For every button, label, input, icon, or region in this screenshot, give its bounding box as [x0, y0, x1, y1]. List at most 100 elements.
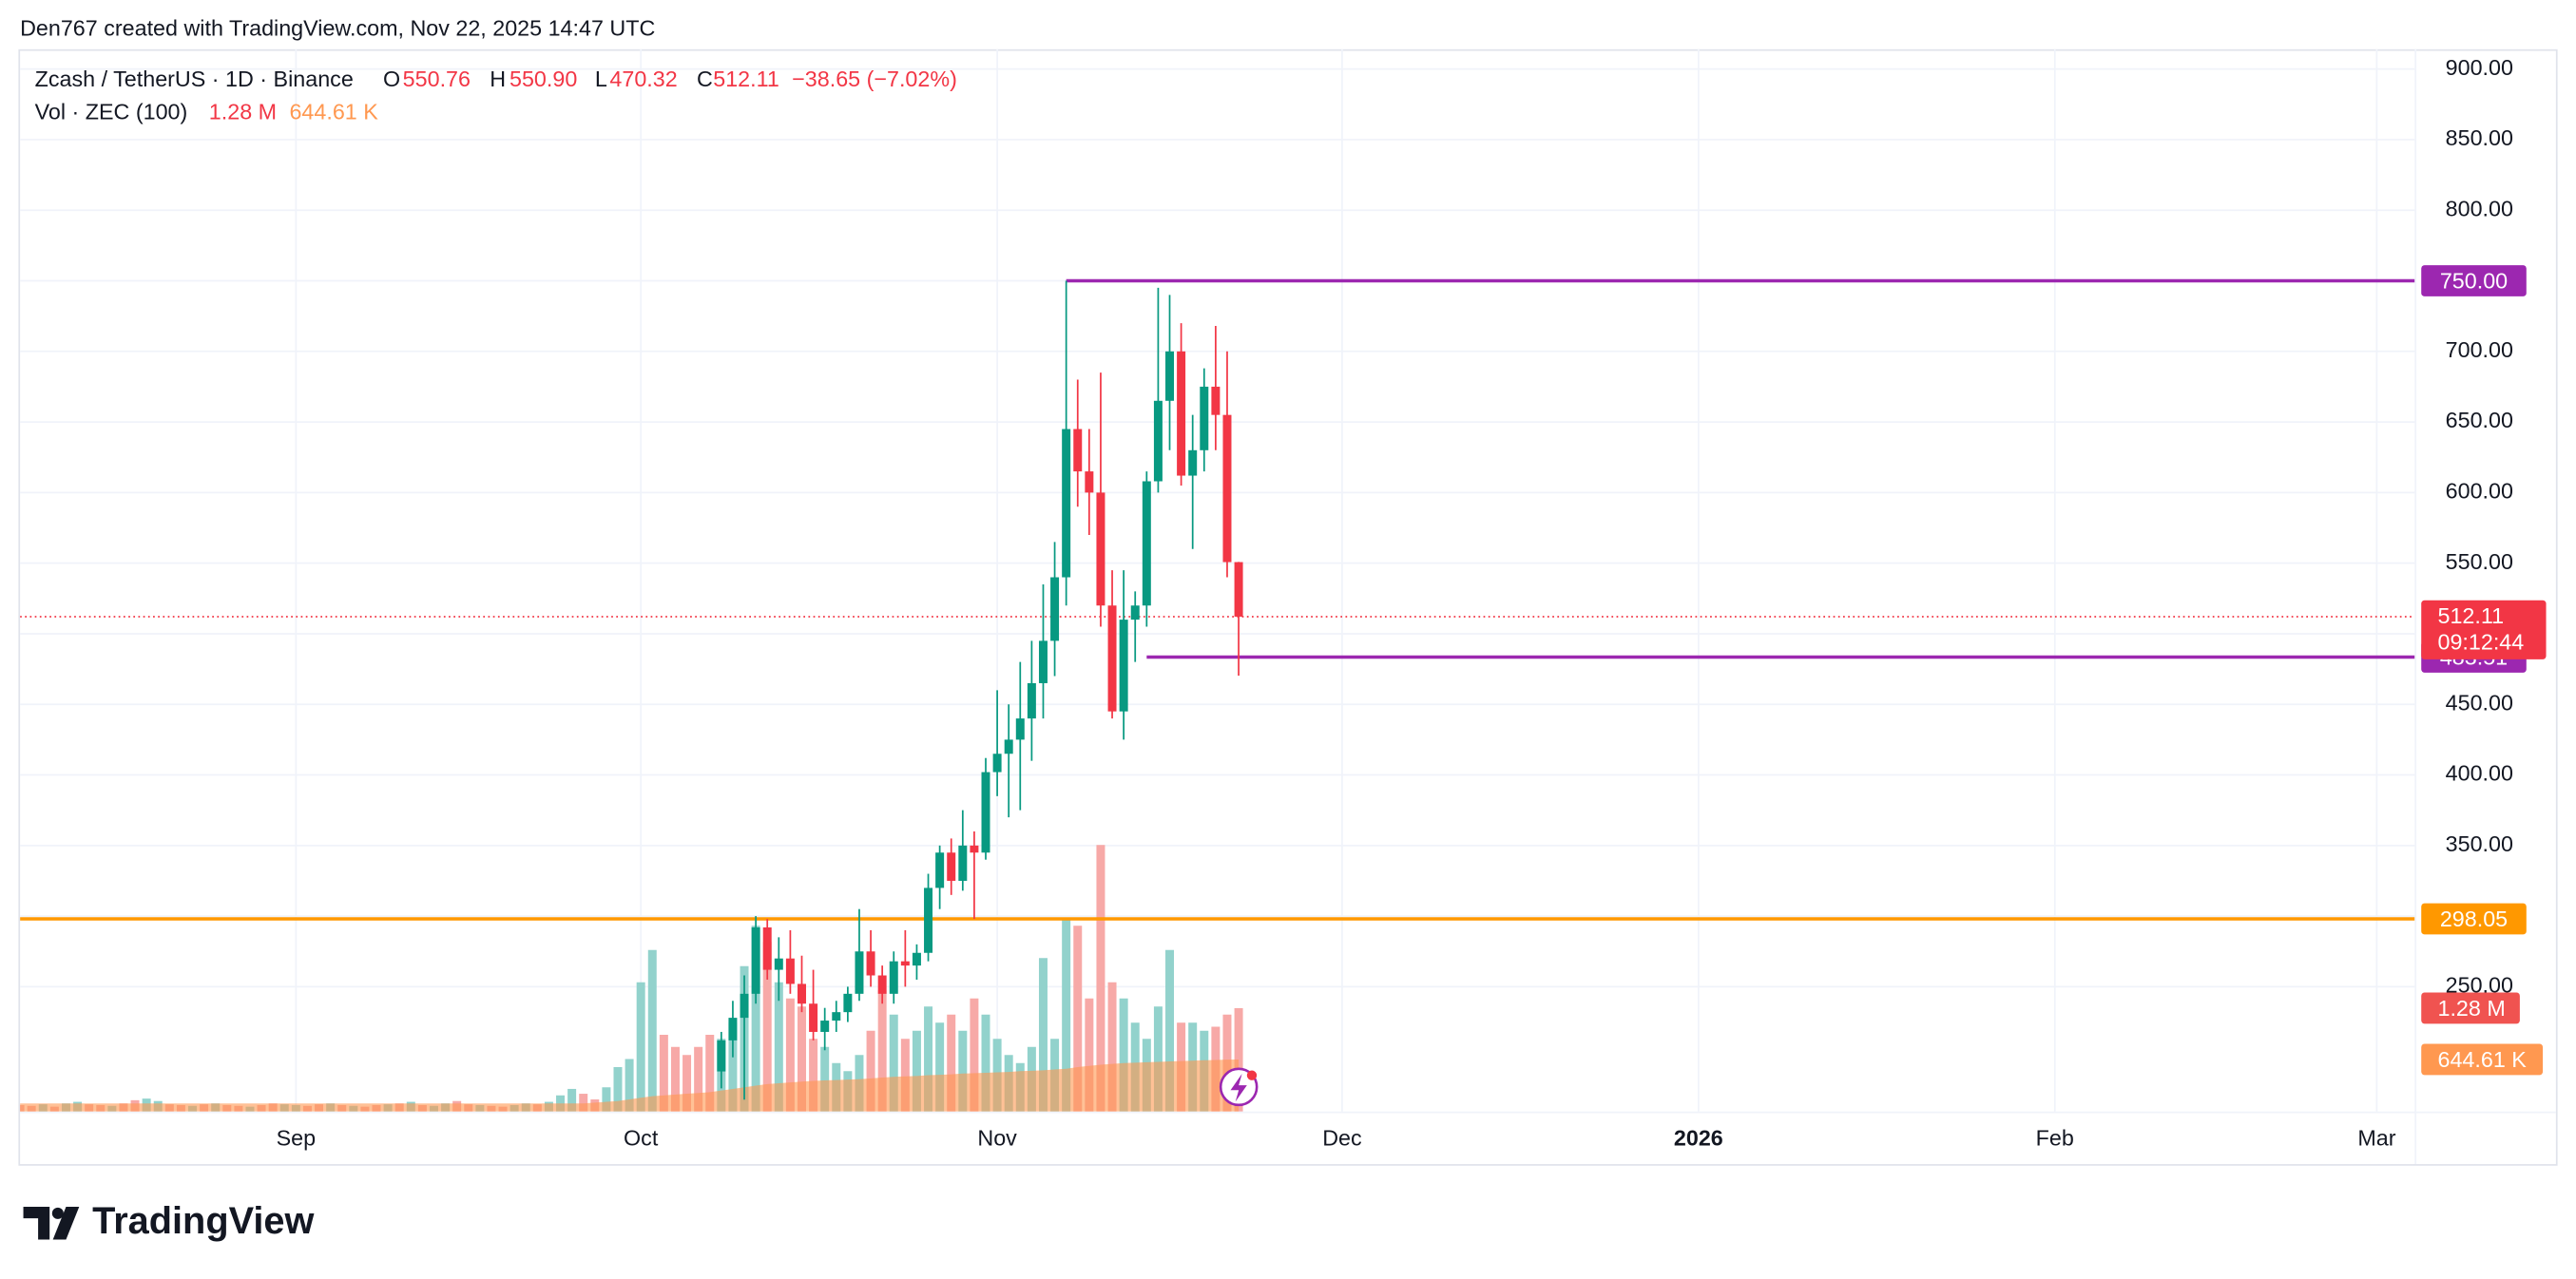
legend-change: −38.65 (−7.02%)	[792, 67, 957, 91]
volume-bar	[809, 1039, 818, 1112]
candle-body	[1038, 640, 1048, 683]
legend-c-label: C	[697, 67, 713, 91]
candle-body	[1222, 414, 1232, 563]
volume-bar	[970, 998, 979, 1112]
candle-body	[1200, 386, 1209, 450]
candle-body	[866, 951, 875, 976]
volume-bar	[682, 1055, 692, 1112]
volume-bar	[1165, 949, 1175, 1112]
legend-symbol: Zcash / TetherUS · 1D · Binance	[35, 67, 354, 91]
volume-bar	[659, 1034, 668, 1112]
candle-body	[740, 993, 749, 1019]
price-badge	[2421, 903, 2527, 935]
volume-bar	[1062, 917, 1071, 1112]
candle-body	[900, 961, 910, 966]
y-tick-label: 700.00	[2446, 337, 2513, 362]
price-badge	[2421, 265, 2527, 296]
candle-body	[1073, 429, 1083, 472]
x-tick-label: Oct	[624, 1125, 659, 1150]
volume-bar	[820, 1046, 830, 1112]
candle-body	[785, 958, 795, 984]
volume-bar	[694, 1046, 703, 1112]
candle-body	[809, 1003, 818, 1032]
countdown-label: 09:12:44	[2437, 630, 2524, 655]
legend-l-label: L	[595, 67, 607, 91]
candle-body	[855, 951, 864, 994]
x-tick-label: 2026	[1674, 1125, 1723, 1150]
volume-bar	[556, 1095, 566, 1112]
volume-bar	[947, 1014, 956, 1112]
legend-close: 512.11	[713, 67, 779, 91]
chart-frame	[18, 48, 2558, 1166]
volume-bar	[1073, 926, 1083, 1112]
candle-body	[1165, 351, 1175, 401]
y-tick-label: 400.00	[2446, 761, 2513, 786]
volume-bar	[1085, 998, 1094, 1112]
logo	[23, 1206, 80, 1240]
axes: 250.00300.00350.00400.00450.00500.00550.…	[277, 55, 2513, 1150]
volume-ma-area	[20, 1059, 1240, 1112]
candle-body	[774, 958, 783, 970]
y-tick-label: 900.00	[2446, 55, 2513, 80]
candle-body	[1004, 739, 1013, 754]
candle-body	[832, 1012, 841, 1021]
candle-body	[1119, 620, 1128, 712]
volume-bar	[935, 1022, 945, 1112]
volume-bar	[751, 926, 760, 1112]
legend-low: 470.32	[609, 67, 677, 91]
last-price-label: 512.11	[2437, 603, 2504, 628]
legend-volume: 1.28 M	[209, 99, 277, 124]
volume-bar	[647, 949, 657, 1112]
candle-body	[1211, 386, 1221, 415]
volume-bar	[1096, 845, 1105, 1112]
candle-body	[1027, 682, 1036, 719]
header: Den767 created with TradingView.com, Nov…	[20, 15, 655, 40]
candle-body	[1142, 481, 1151, 606]
volume-bar	[636, 982, 645, 1112]
volume-ma-badge	[2421, 1043, 2544, 1076]
legend-h-label: H	[490, 67, 506, 91]
volume-bar	[567, 1088, 577, 1112]
y-tick-label: 550.00	[2446, 549, 2513, 574]
candle-body	[751, 927, 760, 994]
volume-bar	[900, 1039, 910, 1112]
legend-o-label: O	[383, 67, 400, 91]
candle-body	[1177, 351, 1186, 476]
candle-body	[1188, 449, 1198, 476]
volume-bar	[798, 1006, 806, 1112]
volume-bar	[774, 982, 783, 1112]
y-tick-label: 450.00	[2446, 690, 2513, 715]
volume-bar	[924, 1006, 933, 1112]
volume-badge	[2421, 992, 2520, 1024]
volume-bar	[602, 1087, 611, 1112]
candle-body	[1234, 562, 1243, 617]
volume-bar	[889, 1014, 898, 1112]
x-tick-label: Sep	[277, 1125, 316, 1150]
candle-body	[924, 888, 933, 953]
volume-bar	[1119, 998, 1128, 1112]
volume-bar	[1153, 1006, 1163, 1112]
candle-body	[1153, 400, 1163, 482]
volume-bar	[705, 1034, 715, 1112]
volume-badge-label: 1.28 M	[2437, 996, 2505, 1021]
y-tick-label: 650.00	[2446, 408, 2513, 432]
volume-bar	[728, 1022, 738, 1112]
price-badge-label: 750.00	[2440, 268, 2508, 293]
legend-volume-name: Vol · ZEC (100)	[35, 99, 188, 124]
candle-body	[1050, 577, 1060, 641]
brand: TradingView	[92, 1200, 314, 1242]
y-tick-label: 350.00	[2446, 831, 2513, 856]
legend-high: 550.90	[509, 67, 577, 91]
x-tick-label: Feb	[2036, 1125, 2074, 1150]
plot-area	[20, 278, 2415, 1112]
last-price-badge	[2421, 600, 2547, 659]
legend-open: 550.76	[403, 67, 471, 91]
x-tick-label: Dec	[1322, 1125, 1362, 1150]
y-tick-label: 850.00	[2446, 125, 2513, 150]
candle-body	[877, 975, 887, 994]
candle-body	[717, 1040, 726, 1072]
volume-bar	[579, 1094, 588, 1112]
volume-bar	[670, 1046, 680, 1112]
